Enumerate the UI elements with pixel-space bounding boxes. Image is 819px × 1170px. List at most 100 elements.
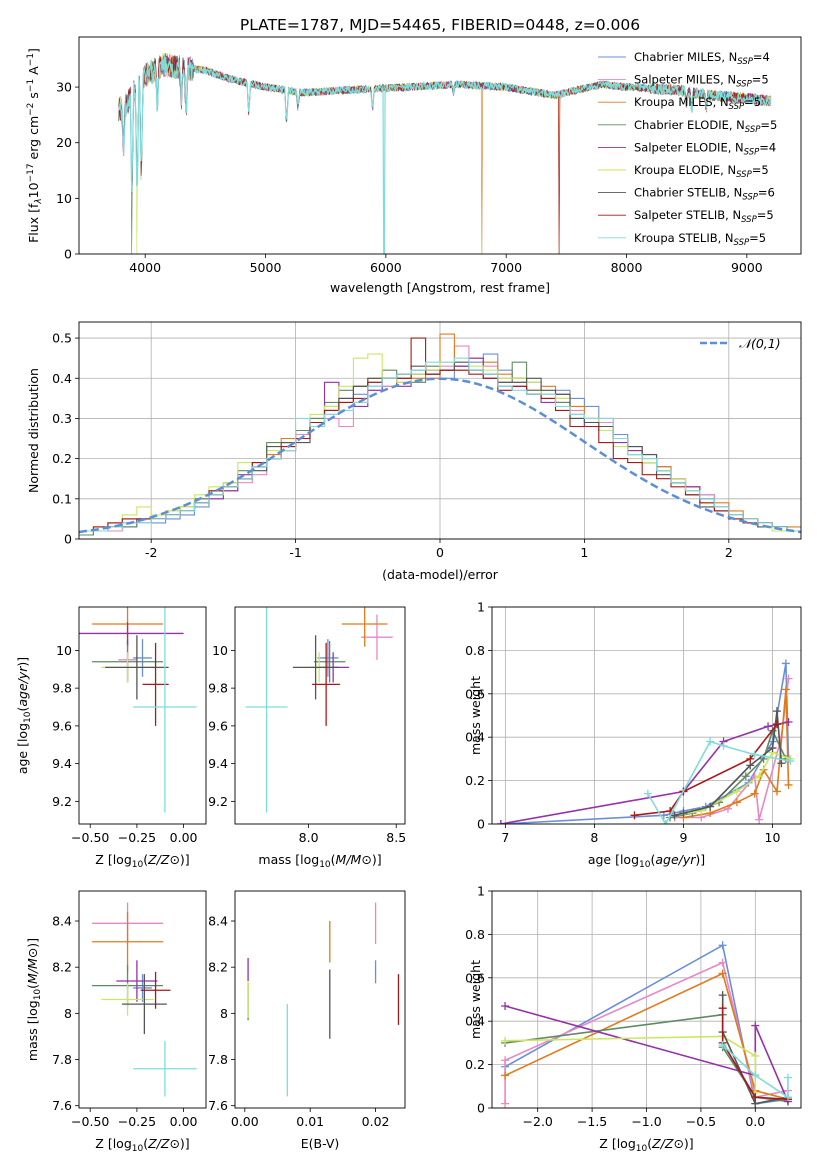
mass-weight-vs-z-frame: −2.0 −1.5 −1.0 −0.5 0.0 0 0.2 0.4 0.6 0.8 1 Z [log1… [465,884,802,1154]
x-tick-label: 0.00 [170,830,198,845]
x-tick-label: 0.00 [231,1114,259,1129]
y-tick-label: 8 [220,1006,228,1021]
weight-marker-6 [777,759,786,768]
y-tick-label: 0.8 [465,927,485,942]
y-tick-label: 8.2 [208,960,228,975]
x-tick-label: 10 [765,830,781,845]
axes-frame [234,606,406,825]
x-tick-label: 5000 [250,260,282,275]
x-tick-label: 8 [590,830,598,845]
y-tick-label: 0 [477,817,485,832]
mass-weight-vs-age-frame: 7 8 9 10 0 0.2 0.4 0.6 0.8 1 age [log10(age/yr)] ma… [465,600,802,870]
axes-frame [491,606,802,825]
weight-marker-6 [772,707,781,716]
x-axis-label: Z [log10(Z/Z⊙)] [95,1136,189,1154]
y-tick-label: 10 [56,191,72,206]
x-tick-label: −0.50 [71,830,109,845]
legend-entry-2: Kroupa MILES, NSSP=5 [634,95,761,112]
spectrum-frame: 4000 5000 6000 7000 8000 9000 0 10 20 30 wavelengt… [26,36,802,295]
legend-entry-7: Salpeter STELIB, NSSP=5 [634,208,774,225]
x-tick-label: -2 [145,545,157,560]
y-axis-label: Normed distribution [26,368,41,493]
y-tick-label: 0.6 [465,686,485,701]
mass-weight-vs-z-plot [501,941,792,1108]
x-tick-label: −1.0 [631,1114,661,1129]
y-tick-label: 0 [64,532,72,547]
weight-marker-4 [751,1021,760,1030]
weight-marker-2 [781,685,790,694]
x-tick-label: 8.5 [386,830,406,845]
legend: 𝒩(0,1) [700,336,781,351]
legend-entry-4: Salpeter ELODIE, NSSP=4 [634,140,776,157]
axes-frame [78,890,207,1109]
residual-distribution-frame: -2 -1 0 1 2 0 0.1 0.2 0.3 0.4 0.5 (data-model)/erro… [26,321,802,582]
legend: Chabrier MILES, NSSP=4 Salpeter MILES, NS… [598,50,777,248]
weight-marker-3 [741,772,750,781]
x-tick-label: 4000 [129,260,161,275]
x-axis-label: mass [log10(M/M⊙)] [258,852,381,870]
weight-marker-8 [706,737,715,746]
weight-marker-2 [718,969,727,978]
weight-marker-6 [718,991,727,1000]
mass-vs-ebv-plot [247,902,400,1097]
weight-marker-8 [661,820,670,824]
weight-marker-7 [772,720,781,729]
y-tick-label: 0 [477,1101,485,1116]
y-tick-label: 0.8 [465,643,485,658]
weight-line-5 [674,751,791,817]
y-tick-label: 7.6 [52,1098,72,1113]
y-tick-label: 30 [56,80,72,95]
x-axis-label: (data-model)/error [382,567,499,582]
x-axis-label: Z [log10(Z/Z⊙)] [599,1136,693,1154]
y-tick-label: 9.2 [208,794,228,809]
age-vs-z-plot [79,607,197,813]
y-tick-label: 8.4 [208,914,228,929]
age-vs-mass-frame: 8.0 8.5 9.2 9.4 9.6 9.8 10 mass [log10(M/M⊙)] [208,606,406,870]
x-tick-label: 0.00 [170,1114,198,1129]
y-tick-label: 7.6 [208,1098,228,1113]
weight-line-4 [504,1005,789,1102]
weight-marker-1 [718,958,727,967]
x-tick-label: −0.50 [71,1114,109,1129]
weight-marker-6 [679,809,688,818]
y-tick-label: 8.4 [52,914,72,929]
legend-entry-1: Salpeter MILES, NSSP=5 [634,73,769,90]
y-tick-label: 9.8 [208,681,228,696]
weight-marker-4 [784,718,793,727]
weight-marker-2 [501,1071,510,1080]
weight-marker-8 [719,741,728,750]
x-tick-label: −1.5 [577,1114,607,1129]
x-tick-label: 6000 [370,260,402,275]
y-axis-label: Flux [fλ10−17 erg cm−2 s−1 A−1] [26,48,44,243]
weight-line-7 [721,1008,788,1101]
y-tick-label: 8.2 [52,960,72,975]
weight-line-8 [647,740,791,824]
y-tick-label: 9.6 [52,718,72,733]
y-axis-label: mass weight [468,960,483,1039]
y-tick-label: 0.4 [465,1014,485,1029]
axes-frame [234,890,406,1109]
y-tick-label: 8 [64,1006,72,1021]
y-tick-label: 1 [477,600,485,615]
weight-marker-8 [750,750,759,759]
legend-entry-6: Chabrier STELIB, NSSP=6 [634,186,775,203]
weight-marker-7 [630,811,639,820]
weight-marker-5 [755,772,764,781]
weight-marker-7 [751,1093,760,1102]
age-vs-z-frame: −0.50 −0.25 0.00 9.2 9.4 9.6 9.8 10 Z [log10(Z/Z… [15,606,207,870]
x-axis-label: E(B-V) [301,1136,340,1151]
x-tick-label: -1 [289,545,301,560]
weight-marker-8 [751,1071,760,1080]
x-axis-label: wavelength [Angstrom, rest frame] [330,280,550,295]
axes-frame [491,890,802,1109]
x-tick-label: −0.25 [118,830,156,845]
weight-line-3 [669,728,787,819]
figure-title: PLATE=1787, MJD=54465, FIBERID=0448, z=0… [240,16,640,34]
weight-line-0 [504,944,789,1105]
weight-marker-6 [706,802,715,811]
x-tick-label: 2 [725,545,733,560]
x-tick-label: −0.25 [118,1114,156,1129]
weight-line-8 [722,1044,789,1099]
y-tick-label: 10 [212,643,228,658]
